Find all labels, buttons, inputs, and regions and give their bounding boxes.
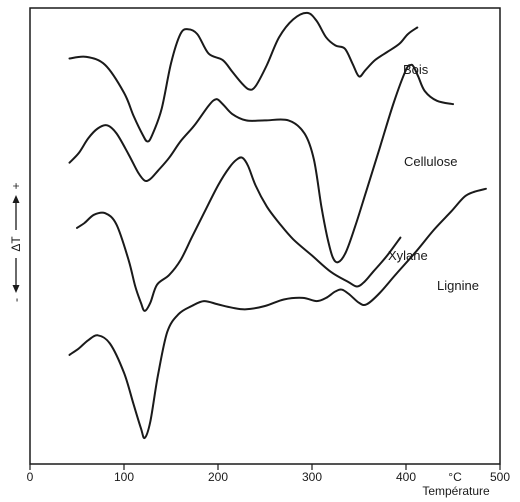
x-tick-label: 200 [208, 470, 228, 484]
y-positive-sign: + [9, 182, 23, 189]
plot-frame [29, 7, 501, 465]
series-labels: Bois Cellulose Xylane Lignine [388, 62, 479, 293]
series-line-cellulose [68, 63, 454, 264]
x-tick-label: 100 [114, 470, 134, 484]
series-label-lignine: Lignine [437, 278, 479, 293]
series-label-cellulose: Cellulose [404, 154, 457, 169]
y-axis-title: ΔT [9, 236, 23, 252]
x-axis-title: Température [422, 484, 490, 498]
arrow-left-icon [12, 285, 20, 293]
plot-border [29, 7, 501, 465]
x-tick-label: 0 [27, 470, 34, 484]
series-layer [68, 11, 487, 440]
series-line-lignine [68, 187, 487, 440]
series-label-bois: Bois [403, 62, 429, 77]
y-axis-label: - ΔT + [9, 182, 23, 302]
arrow-right-icon [12, 195, 20, 203]
y-negative-sign: - [9, 298, 23, 302]
x-tick-label: 500 [490, 470, 510, 484]
y-axis-annotation: - ΔT + [9, 182, 23, 302]
x-tick-label: 300 [302, 470, 322, 484]
x-unit-label: °C [448, 470, 462, 484]
series-line-bois [68, 11, 419, 143]
x-tick-label: 400 [396, 470, 416, 484]
series-label-xylane: Xylane [388, 248, 428, 263]
series-line-xylane [76, 156, 402, 312]
